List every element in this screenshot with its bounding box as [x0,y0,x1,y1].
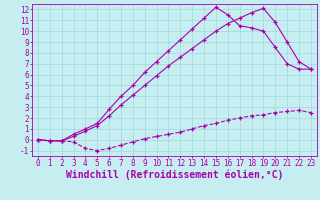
X-axis label: Windchill (Refroidissement éolien,°C): Windchill (Refroidissement éolien,°C) [66,169,283,180]
